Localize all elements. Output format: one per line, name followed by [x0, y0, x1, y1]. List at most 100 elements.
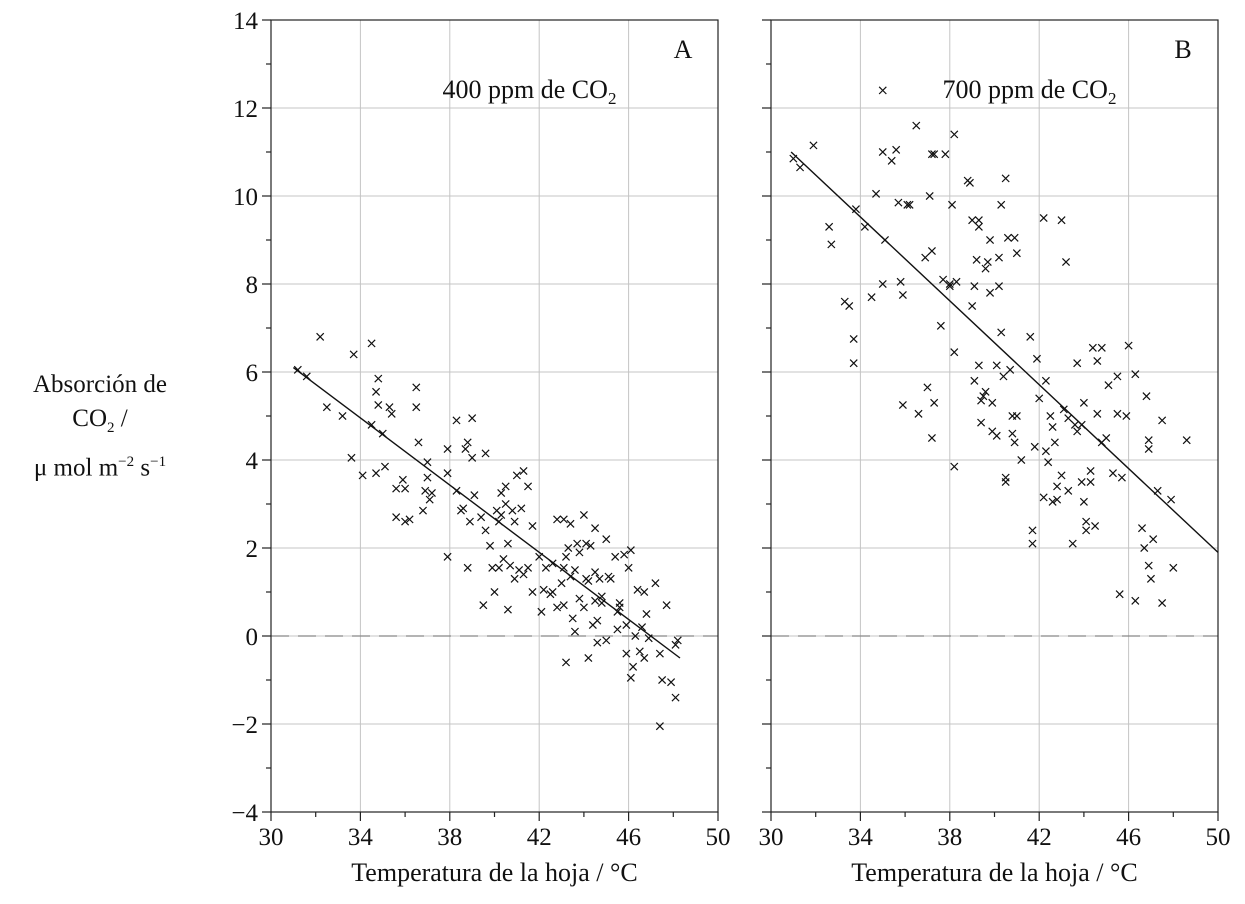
y-axis-label: Absorción de CO2 / μ mol m−2 s−1: [0, 368, 200, 485]
data-point: [597, 598, 606, 608]
data-point: [644, 634, 653, 643]
y-tick-label: 4: [246, 448, 259, 475]
data-point: [559, 601, 568, 610]
data-point: [459, 504, 468, 513]
data-point: [517, 504, 526, 513]
data-point: [979, 392, 988, 401]
panel-label: B: [1174, 35, 1191, 64]
x-tick-label: 42: [1027, 824, 1052, 851]
x-tick-label: 50: [1206, 824, 1231, 851]
data-point: [925, 191, 934, 201]
data-point: [372, 469, 381, 478]
data-point: [519, 466, 528, 476]
data-point: [1044, 458, 1053, 467]
data-point: [570, 565, 579, 575]
data-point: [1012, 249, 1021, 258]
data-point: [1117, 473, 1126, 482]
data-point: [950, 462, 959, 471]
data-point: [974, 222, 983, 231]
data-point: [1158, 598, 1167, 608]
data-point: [559, 515, 568, 524]
data-point: [378, 429, 387, 438]
data-point: [528, 521, 537, 531]
data-point: [986, 235, 995, 245]
data-point: [405, 515, 414, 524]
data-point: [347, 453, 356, 462]
data-point: [548, 559, 557, 568]
data-point: [1113, 372, 1122, 381]
data-point: [1010, 233, 1019, 242]
data-point: [626, 673, 635, 682]
data-point: [986, 288, 995, 297]
data-point: [468, 414, 477, 423]
data-point: [374, 400, 383, 410]
data-point: [849, 359, 858, 368]
data-point: [418, 506, 428, 515]
x-tick-label: 38: [937, 824, 962, 851]
data-point: [992, 431, 1001, 440]
data-point: [537, 607, 546, 616]
data-point: [1012, 411, 1021, 421]
data-point: [499, 554, 508, 564]
data-point: [566, 519, 575, 528]
data-point: [1003, 233, 1012, 242]
data-point: [602, 636, 611, 645]
data-point: [443, 552, 452, 561]
data-point: [602, 535, 611, 544]
data-point: [591, 596, 600, 605]
data-point: [1050, 438, 1059, 447]
data-point: [914, 409, 923, 418]
data-point: [575, 594, 584, 603]
data-point: [1039, 213, 1048, 223]
y-tick-label: 14: [233, 8, 259, 35]
data-point: [1142, 392, 1151, 401]
data-point: [631, 631, 640, 641]
data-point: [892, 145, 901, 154]
data-point: [894, 198, 903, 207]
y-axis-label-line1: Absorción de: [33, 371, 167, 398]
data-point: [503, 539, 512, 548]
data-point: [667, 678, 676, 687]
data-point: [293, 365, 302, 374]
data-point: [512, 471, 521, 480]
data-point: [401, 484, 410, 493]
data-point: [477, 513, 486, 522]
data-point: [981, 387, 990, 396]
data-point: [887, 156, 896, 165]
y-tick-label: 6: [246, 360, 259, 387]
data-point: [548, 587, 557, 597]
data-point: [1104, 381, 1113, 390]
data-point: [1053, 495, 1062, 504]
x-tick-label: 34: [348, 824, 374, 851]
data-point: [553, 603, 562, 612]
data-point: [983, 257, 992, 267]
data-point: [927, 433, 936, 443]
data-point: [412, 383, 421, 392]
data-point: [1039, 493, 1048, 502]
panel-annotation: 700 ppm de CO2: [943, 75, 1117, 108]
data-point: [1153, 486, 1162, 495]
data-point: [367, 420, 376, 429]
data-point: [1131, 596, 1140, 605]
plot-frame: [270, 19, 719, 813]
data-point: [1073, 427, 1082, 436]
data-point: [896, 277, 905, 286]
data-point: [825, 222, 834, 231]
data-point: [1061, 257, 1071, 267]
data-point: [497, 488, 506, 498]
data-point: [968, 216, 977, 225]
data-point: [878, 86, 887, 95]
data-point: [613, 607, 622, 616]
data-point: [367, 339, 376, 348]
data-point: [950, 130, 959, 139]
data-point: [1124, 341, 1133, 350]
data-point: [1082, 526, 1091, 535]
data-point: [827, 240, 836, 249]
y-tick-label: 2: [246, 536, 259, 563]
data-point: [655, 722, 664, 731]
data-point: [878, 279, 887, 289]
data-point: [1017, 455, 1026, 465]
data-point: [671, 640, 680, 649]
data-point: [1115, 590, 1124, 599]
